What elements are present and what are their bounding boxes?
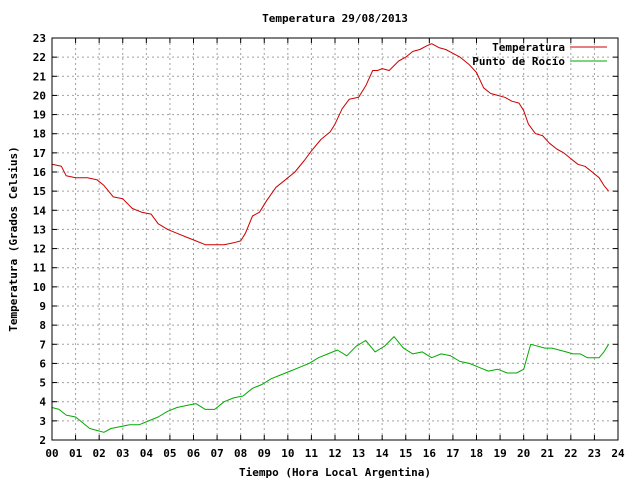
x-tick-label: 06 — [187, 447, 201, 460]
y-tick-label: 14 — [33, 204, 47, 217]
plot-frame — [51, 37, 619, 441]
x-tick-label: 15 — [399, 447, 412, 460]
y-tick-label: 5 — [39, 377, 46, 390]
y-tick-label: 15 — [33, 185, 46, 198]
x-tick-label: 19 — [493, 447, 506, 460]
y-tick-label: 21 — [33, 70, 47, 83]
x-tick-label: 08 — [234, 447, 247, 460]
x-tick-label: 23 — [588, 447, 601, 460]
x-tick-label: 07 — [210, 447, 223, 460]
grid-lines — [52, 38, 618, 440]
y-tick-label: 19 — [33, 109, 46, 122]
x-tick-label: 24 — [611, 447, 625, 460]
x-tick-label: 04 — [140, 447, 154, 460]
y-tick-label: 8 — [39, 319, 46, 332]
y-tick-label: 20 — [33, 89, 46, 102]
y-tick-label: 11 — [33, 262, 47, 275]
y-tick-label: 17 — [33, 147, 46, 160]
x-tick-label: 02 — [93, 447, 106, 460]
y-tick-label: 16 — [33, 166, 47, 179]
y-tick-label: 23 — [33, 32, 46, 45]
chart-title: Temperatura 29/08/2013 — [262, 12, 408, 25]
legend-label: Punto de Rocío — [472, 55, 565, 68]
x-tick-label: 13 — [352, 447, 365, 460]
y-tick-label: 6 — [39, 357, 46, 370]
x-tick-label: 14 — [376, 447, 390, 460]
y-tick-label: 10 — [33, 281, 46, 294]
x-tick-label: 11 — [305, 447, 319, 460]
x-tick-label: 22 — [564, 447, 577, 460]
x-tick-label: 12 — [328, 447, 341, 460]
x-tick-label: 03 — [116, 447, 129, 460]
x-tick-label: 18 — [470, 447, 483, 460]
x-tick-label: 09 — [258, 447, 271, 460]
x-tick-label: 00 — [45, 447, 58, 460]
y-tick-label: 22 — [33, 51, 46, 64]
x-tick-label: 20 — [517, 447, 530, 460]
y-tick-label: 4 — [39, 396, 46, 409]
y-tick-label: 9 — [39, 300, 46, 313]
x-tick-label: 16 — [423, 447, 437, 460]
x-tick-label: 10 — [281, 447, 294, 460]
y-tick-label: 7 — [39, 338, 46, 351]
series-lines — [51, 43, 610, 433]
x-axis-label: Tiempo (Hora Local Argentina) — [239, 466, 431, 479]
x-tick-label: 05 — [163, 447, 176, 460]
y-tick-label: 3 — [39, 415, 46, 428]
x-tick-label: 21 — [541, 447, 555, 460]
y-tick-label: 12 — [33, 243, 46, 256]
series-line-0 — [51, 43, 609, 246]
y-tick-label: 18 — [33, 128, 46, 141]
y-tick-label: 2 — [39, 434, 46, 447]
y-tick-label: 13 — [33, 223, 46, 236]
series-line-1 — [51, 336, 610, 433]
legend-label: Temperatura — [492, 41, 565, 54]
y-axis-label: Temperatura (Grados Celsius) — [7, 146, 20, 331]
x-tick-label: 01 — [69, 447, 83, 460]
x-tick-label: 17 — [446, 447, 459, 460]
